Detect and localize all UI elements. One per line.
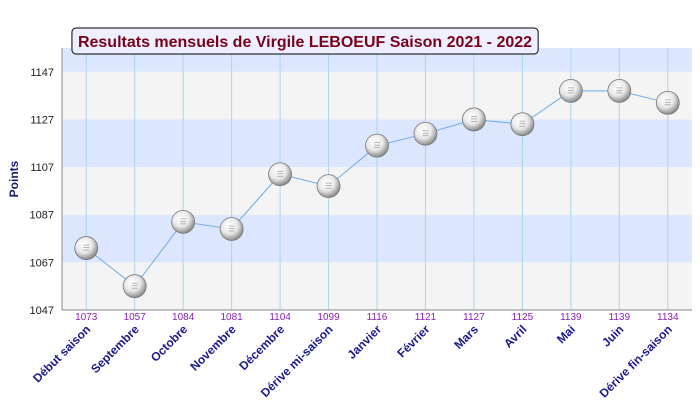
y-tick-label: 1127 (30, 114, 54, 126)
data-label: 1081 (220, 312, 243, 323)
y-tick-label: 1047 (30, 305, 54, 317)
x-tick-label: Octobre (148, 322, 191, 365)
data-point (462, 107, 486, 132)
x-tick-label: Septembre (88, 322, 142, 376)
title-box (71, 27, 539, 55)
data-point (268, 162, 292, 187)
data-label: 1139 (609, 312, 631, 323)
data-label: 1057 (124, 312, 147, 323)
data-label: 1139 (560, 312, 582, 323)
x-tick-label: Début saison (30, 322, 93, 385)
data-label: 1134 (657, 312, 679, 323)
data-label: 1121 (415, 312, 437, 323)
y-tick-label: 1147 (30, 67, 54, 79)
series-markers (74, 78, 680, 299)
data-label: 1084 (172, 312, 195, 323)
data-point (413, 121, 438, 146)
data-point (607, 78, 632, 103)
data-point (171, 209, 196, 234)
x-tick-label: Décembre (236, 322, 287, 373)
x-tick-label: Avril (501, 322, 529, 350)
data-label: 1127 (463, 312, 485, 323)
data-labels: 1073 1057 1084 1081 1104 1099 1116 1121 1127 1125… (75, 312, 679, 323)
y-tick-label: 1067 (30, 257, 54, 269)
y-tick-labels: 1047 1067 1087 1107 1127 1147 (30, 67, 54, 317)
y-axis-label: Points (7, 160, 21, 197)
x-tick-label: Février (394, 322, 432, 360)
x-tick-label: Novembre (187, 322, 239, 374)
x-tick-label: Janvier (345, 322, 385, 362)
y-tick-label: 1107 (30, 162, 54, 174)
chart-title: Resultats mensuels de Virgile LEBOEUF Sa… (78, 34, 532, 51)
x-tick-label: Juin (599, 322, 626, 349)
data-label: 1125 (512, 312, 534, 323)
data-point (122, 274, 147, 299)
data-label: 1099 (317, 312, 340, 323)
data-point (316, 174, 341, 199)
data-point (219, 217, 244, 241)
data-point (74, 236, 99, 260)
data-label: 1116 (367, 312, 388, 323)
y-tick-label: 1087 (30, 210, 54, 222)
data-label: 1073 (75, 312, 98, 323)
data-point (510, 112, 535, 137)
data-point (365, 133, 389, 158)
x-tick-label: Mars (451, 322, 481, 352)
x-tick-label: Mai (554, 322, 578, 346)
data-point (558, 78, 583, 103)
data-point (655, 90, 680, 115)
data-label: 1104 (269, 312, 291, 323)
